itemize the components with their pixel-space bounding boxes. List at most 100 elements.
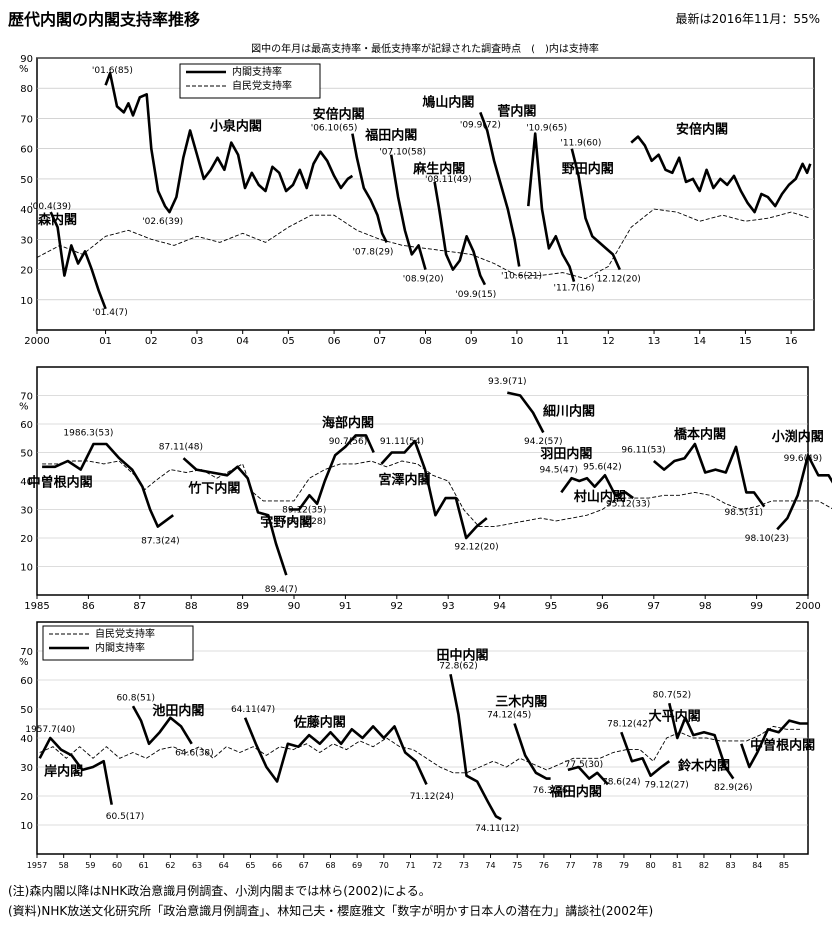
legend-box xyxy=(42,625,194,661)
data-annotation: 71.12(24) xyxy=(410,792,454,802)
x-tick-label: 79 xyxy=(619,861,629,870)
x-tick-label: 04 xyxy=(236,336,249,347)
x-tick-label: 15 xyxy=(739,336,752,347)
x-tick-label: 71 xyxy=(405,861,415,870)
y-tick-label: 70 xyxy=(20,114,33,125)
cabinet-support-line xyxy=(288,434,375,511)
cabinet-label: 岸内閣 xyxy=(44,764,83,780)
x-tick-label: 77 xyxy=(565,861,575,870)
cabinet-label: 宮澤内閣 xyxy=(379,472,431,488)
data-annotation: 95.6(42) xyxy=(583,463,622,473)
x-tick-label: 73 xyxy=(459,861,469,870)
chart-1957-1985: 10 20 30 40 50 60 70% 1957 58 59 60 61 62 63 64 65 66 67 6… xyxy=(19,621,815,870)
y-tick-label: 90 xyxy=(20,54,33,65)
x-tick-label: 75 xyxy=(512,861,522,870)
y-tick-label: 50 xyxy=(20,449,33,460)
cabinet-label: 佐藤内閣 xyxy=(293,714,346,730)
y-tick-label: 10 xyxy=(20,296,33,307)
data-annotation: '06.10(65) xyxy=(311,124,358,134)
data-annotation: 99.6(49) xyxy=(784,454,823,464)
cabinet-label: 福田内閣 xyxy=(549,784,602,800)
ldp-support-line xyxy=(42,460,832,528)
y-tick-label: 20 xyxy=(20,266,33,277)
cabinet-support-line xyxy=(49,211,107,310)
x-tick-label: 96 xyxy=(596,601,609,610)
x-tick-label: 1985 xyxy=(24,601,49,610)
y-tick-label: 50 xyxy=(20,175,33,186)
x-tick-label: 02 xyxy=(145,336,158,347)
y-tick-label: 60 xyxy=(20,676,33,687)
cabinet-support-line xyxy=(104,71,354,214)
ldp-support-line xyxy=(36,208,811,280)
cabinet-support-line xyxy=(433,181,487,286)
y-tick-label: 60 xyxy=(20,145,33,156)
data-annotation: '11.7(16) xyxy=(554,284,595,294)
data-annotation: 89.12(35) xyxy=(282,505,326,515)
cabinet-support-line xyxy=(479,111,521,267)
data-annotation: 94.2(57) xyxy=(524,437,563,447)
y-tick-label: 70 xyxy=(20,392,33,403)
cabinet-support-line xyxy=(513,723,551,780)
page-title: 歴代内閣の内閣支持率推移 xyxy=(8,10,201,29)
cabinet-support-line xyxy=(389,154,427,270)
x-tick-label: 66 xyxy=(272,861,282,870)
data-annotation: '00.4(39) xyxy=(30,202,71,212)
data-annotation: '01.6(85) xyxy=(92,66,133,76)
x-tick-label: 67 xyxy=(299,861,309,870)
x-tick-label: 84 xyxy=(752,861,762,870)
x-tick-label: 69 xyxy=(352,861,362,870)
cabinet-support-line xyxy=(380,439,488,540)
x-tick-label: 03 xyxy=(191,336,204,347)
cabinet-support-line xyxy=(131,705,193,746)
cabinet-label: 田中内閣 xyxy=(437,648,489,664)
cabinet-label: 村山内閣 xyxy=(574,489,626,505)
data-annotation: 1957.7(40) xyxy=(25,725,75,735)
data-annotation: 1986.3(53) xyxy=(63,428,113,438)
x-tick-label: 10 xyxy=(511,336,524,347)
legend-label: 自民党支持率 xyxy=(232,79,292,92)
cabinet-label: 細川内閣 xyxy=(543,403,595,419)
data-annotation: 72.8(62) xyxy=(439,661,478,671)
data-annotation: '07.8(29) xyxy=(352,247,393,257)
x-tick-label: 16 xyxy=(785,336,798,347)
cabinet-label: 中曽根内閣 xyxy=(750,738,815,754)
x-tick-label: 78 xyxy=(592,861,602,870)
y-axis-unit: % xyxy=(19,64,29,75)
x-tick-label: 60 xyxy=(112,861,122,870)
cabinet-support-line xyxy=(527,132,576,282)
data-annotation: '10.6(21) xyxy=(501,272,542,282)
data-annotation: '10.9(65) xyxy=(526,124,567,134)
data-annotation: 93.9(71) xyxy=(488,377,527,387)
y-tick-label: 30 xyxy=(20,235,33,246)
x-tick-label: 07 xyxy=(373,336,386,347)
x-tick-label: 68 xyxy=(325,861,335,870)
data-annotation: 92.12(20) xyxy=(454,542,498,552)
x-tick-label: 82 xyxy=(699,861,709,870)
x-tick-label: 72 xyxy=(432,861,442,870)
x-tick-label: 86 xyxy=(82,601,95,610)
x-tick-label: 97 xyxy=(647,601,660,610)
cabinet-support-line xyxy=(567,765,609,786)
x-tick-label: 2000 xyxy=(24,336,49,347)
y-tick-label: 40 xyxy=(20,477,33,488)
cabinet-label: 小泉内閣 xyxy=(210,119,262,135)
cabinet-label: 安倍内閣 xyxy=(313,106,365,122)
data-annotation: 76.3(26) xyxy=(533,786,572,796)
cabinet-label: 安倍内閣 xyxy=(676,122,728,138)
data-annotation: 87.3(24) xyxy=(141,537,180,547)
x-tick-label: 61 xyxy=(139,861,149,870)
cabinet-support-line xyxy=(182,457,288,576)
data-annotation: 96.11(53) xyxy=(621,446,665,456)
data-annotation: '08.9(20) xyxy=(403,275,444,285)
cabinet-support-line xyxy=(507,391,545,434)
cabinet-support-line xyxy=(740,719,808,769)
data-annotation: '01.4(7) xyxy=(92,308,127,318)
x-tick-label: 95 xyxy=(545,601,558,610)
legend-box xyxy=(179,63,321,99)
x-tick-label: 93 xyxy=(442,601,455,610)
chart-2000-2016: 図中の年月は最高支持率・最低支持率が記録された調査時点 ( )内は支持率 10 20… xyxy=(19,42,815,347)
x-tick-label: 65 xyxy=(245,861,255,870)
data-annotation: 87.11(48) xyxy=(159,443,203,453)
cabinet-support-line xyxy=(652,442,766,508)
x-tick-label: 13 xyxy=(648,336,661,347)
